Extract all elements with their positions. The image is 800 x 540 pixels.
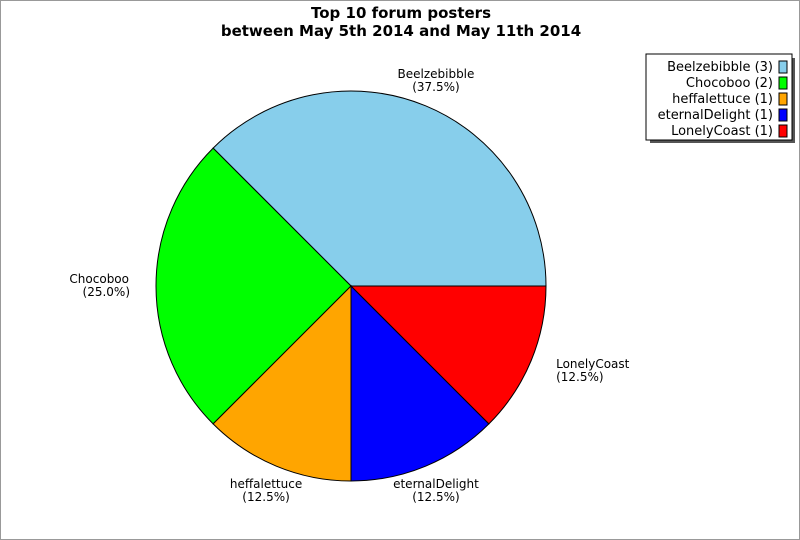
pie-slice-LonelyCoast <box>349 285 547 425</box>
slice-label: eternalDelight <box>393 477 479 491</box>
legend-swatch <box>778 124 788 138</box>
slice-percent: (25.0%) <box>83 285 130 299</box>
slice-label: Beelzebibble <box>397 67 474 81</box>
slice-percent: (12.5%) <box>556 370 603 384</box>
legend-swatch <box>778 60 788 74</box>
chart-title: Top 10 forum posters <box>311 4 491 22</box>
legend-label: Beelzebibble (3) <box>667 60 773 75</box>
legend-label: heffalettuce (1) <box>672 92 773 107</box>
legend-label: Chocoboo (2) <box>686 76 773 91</box>
slice-percent: (37.5%) <box>412 80 459 94</box>
slice-label: LonelyCoast <box>556 357 630 371</box>
legend-swatch <box>778 92 788 106</box>
legend-swatch <box>778 76 788 90</box>
legend-label: LonelyCoast (1) <box>671 124 773 139</box>
slice-percent: (12.5%) <box>412 490 459 504</box>
chart-subtitle: between May 5th 2014 and May 11th 2014 <box>221 22 581 40</box>
pie-slice-Beelzebibble <box>212 90 547 287</box>
legend-label: eternalDelight (1) <box>658 108 773 123</box>
slice-label: heffalettuce <box>230 477 302 491</box>
legend: Beelzebibble (3)Chocoboo (2)heffalettuce… <box>645 53 795 143</box>
pie-slice-eternalDelight <box>350 284 490 482</box>
pie-slice-heffalettuce <box>212 284 352 482</box>
slice-label: Chocoboo <box>69 272 129 286</box>
pie-slice-Chocoboo <box>155 147 352 425</box>
slice-percent: (12.5%) <box>242 490 289 504</box>
legend-swatch <box>778 108 788 122</box>
